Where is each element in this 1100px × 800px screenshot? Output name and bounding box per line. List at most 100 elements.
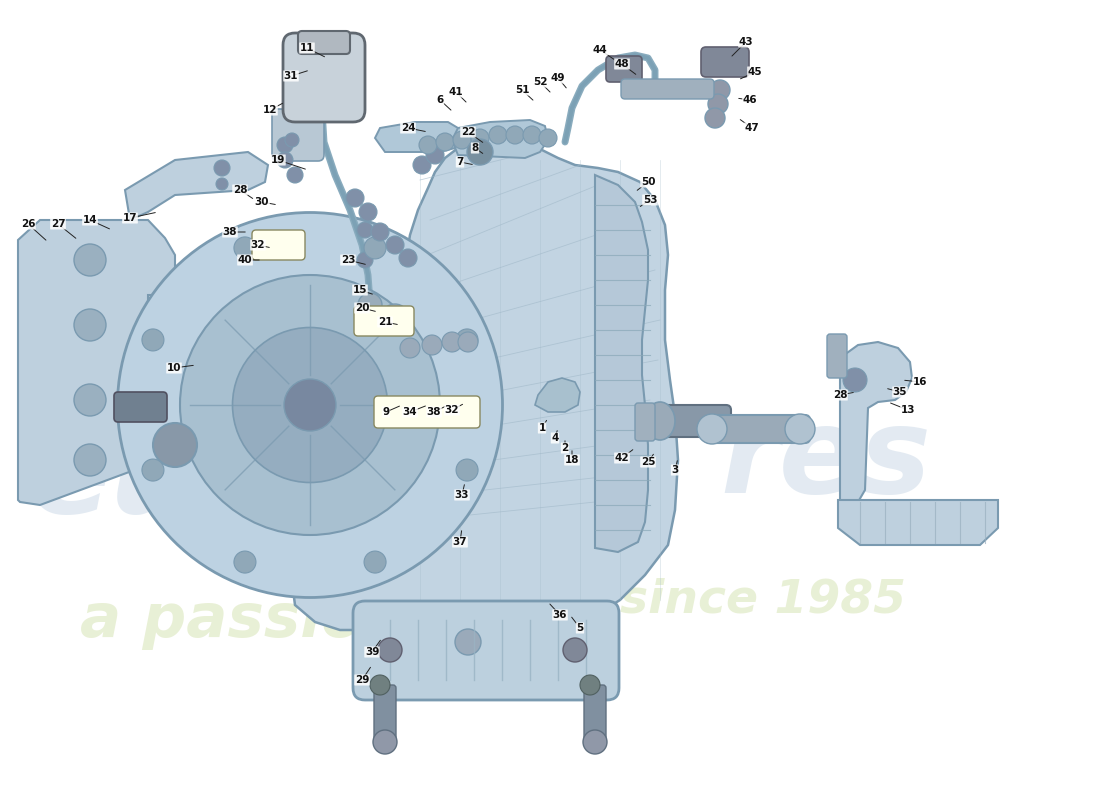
Circle shape bbox=[456, 329, 478, 351]
Circle shape bbox=[456, 459, 478, 481]
Circle shape bbox=[364, 551, 386, 573]
Text: 32: 32 bbox=[251, 240, 265, 250]
Text: 16: 16 bbox=[913, 377, 927, 387]
Text: 15: 15 bbox=[353, 285, 367, 295]
Text: 52: 52 bbox=[532, 77, 548, 87]
Text: 53: 53 bbox=[642, 195, 658, 205]
Circle shape bbox=[539, 129, 557, 147]
Circle shape bbox=[468, 139, 493, 165]
Text: 34: 34 bbox=[403, 407, 417, 417]
Text: 47: 47 bbox=[745, 123, 759, 133]
Circle shape bbox=[386, 236, 404, 254]
Text: 36: 36 bbox=[552, 610, 568, 620]
Text: 27: 27 bbox=[51, 219, 65, 229]
Circle shape bbox=[358, 252, 373, 268]
Text: since 1985: since 1985 bbox=[620, 578, 906, 622]
Circle shape bbox=[422, 335, 442, 355]
Text: 45: 45 bbox=[748, 67, 762, 77]
Circle shape bbox=[426, 146, 444, 164]
Text: 44: 44 bbox=[593, 45, 607, 55]
Text: 7: 7 bbox=[456, 157, 464, 167]
Text: 6: 6 bbox=[437, 95, 443, 105]
Circle shape bbox=[214, 160, 230, 176]
Text: 4: 4 bbox=[551, 433, 559, 443]
FancyBboxPatch shape bbox=[354, 306, 414, 336]
Circle shape bbox=[563, 638, 587, 662]
PathPatch shape bbox=[18, 220, 175, 505]
Text: 11: 11 bbox=[299, 43, 315, 53]
Text: 28: 28 bbox=[833, 390, 847, 400]
FancyBboxPatch shape bbox=[644, 405, 732, 437]
Text: 29: 29 bbox=[355, 675, 370, 685]
Circle shape bbox=[506, 126, 524, 144]
Text: 46: 46 bbox=[742, 95, 757, 105]
Text: 50: 50 bbox=[640, 177, 656, 187]
Circle shape bbox=[490, 126, 507, 144]
Circle shape bbox=[277, 137, 293, 153]
Circle shape bbox=[378, 638, 402, 662]
Circle shape bbox=[287, 167, 303, 183]
Circle shape bbox=[285, 133, 299, 147]
Text: 41: 41 bbox=[449, 87, 463, 97]
Text: 23: 23 bbox=[341, 255, 355, 265]
Text: 37: 37 bbox=[453, 537, 468, 547]
Text: 31: 31 bbox=[284, 71, 298, 81]
Text: 17: 17 bbox=[123, 213, 138, 223]
Text: 5: 5 bbox=[576, 623, 584, 633]
Circle shape bbox=[234, 551, 256, 573]
Text: 40: 40 bbox=[238, 255, 252, 265]
Circle shape bbox=[346, 189, 364, 207]
Text: 19: 19 bbox=[271, 155, 285, 165]
Circle shape bbox=[371, 223, 389, 241]
Circle shape bbox=[74, 244, 106, 276]
Text: a passion: a passion bbox=[80, 590, 407, 650]
Text: 21: 21 bbox=[377, 317, 393, 327]
Text: 38: 38 bbox=[222, 227, 238, 237]
Circle shape bbox=[358, 222, 373, 238]
Text: 10: 10 bbox=[167, 363, 182, 373]
Text: 1: 1 bbox=[538, 423, 546, 433]
FancyBboxPatch shape bbox=[584, 685, 606, 743]
Text: 8: 8 bbox=[472, 143, 478, 153]
Circle shape bbox=[522, 126, 541, 144]
Circle shape bbox=[400, 338, 420, 358]
FancyBboxPatch shape bbox=[114, 392, 167, 422]
Text: 39: 39 bbox=[365, 647, 380, 657]
Text: 43: 43 bbox=[739, 37, 754, 47]
Text: 51: 51 bbox=[515, 85, 529, 95]
Circle shape bbox=[381, 304, 409, 332]
FancyBboxPatch shape bbox=[252, 230, 305, 260]
FancyBboxPatch shape bbox=[353, 601, 619, 700]
Circle shape bbox=[216, 178, 228, 190]
Circle shape bbox=[358, 293, 382, 317]
Circle shape bbox=[74, 384, 106, 416]
PathPatch shape bbox=[125, 152, 268, 220]
Text: 18: 18 bbox=[564, 455, 580, 465]
Circle shape bbox=[453, 131, 471, 149]
Circle shape bbox=[74, 444, 106, 476]
Circle shape bbox=[419, 136, 437, 154]
Ellipse shape bbox=[284, 379, 336, 431]
FancyBboxPatch shape bbox=[621, 79, 714, 99]
Circle shape bbox=[370, 675, 390, 695]
Text: 48: 48 bbox=[615, 59, 629, 69]
PathPatch shape bbox=[595, 175, 648, 552]
Text: 3: 3 bbox=[671, 465, 679, 475]
FancyBboxPatch shape bbox=[701, 47, 749, 77]
Circle shape bbox=[277, 152, 293, 168]
FancyBboxPatch shape bbox=[272, 109, 324, 161]
Circle shape bbox=[142, 459, 164, 481]
Text: 26: 26 bbox=[21, 219, 35, 229]
Circle shape bbox=[708, 94, 728, 114]
Text: eur: eur bbox=[30, 422, 255, 538]
Text: 12: 12 bbox=[263, 105, 277, 115]
Circle shape bbox=[364, 237, 386, 259]
Circle shape bbox=[843, 368, 867, 392]
FancyBboxPatch shape bbox=[298, 31, 350, 54]
Circle shape bbox=[373, 730, 397, 754]
PathPatch shape bbox=[452, 120, 548, 158]
PathPatch shape bbox=[840, 342, 912, 508]
PathPatch shape bbox=[292, 140, 678, 630]
Circle shape bbox=[710, 80, 730, 100]
FancyBboxPatch shape bbox=[827, 334, 847, 378]
